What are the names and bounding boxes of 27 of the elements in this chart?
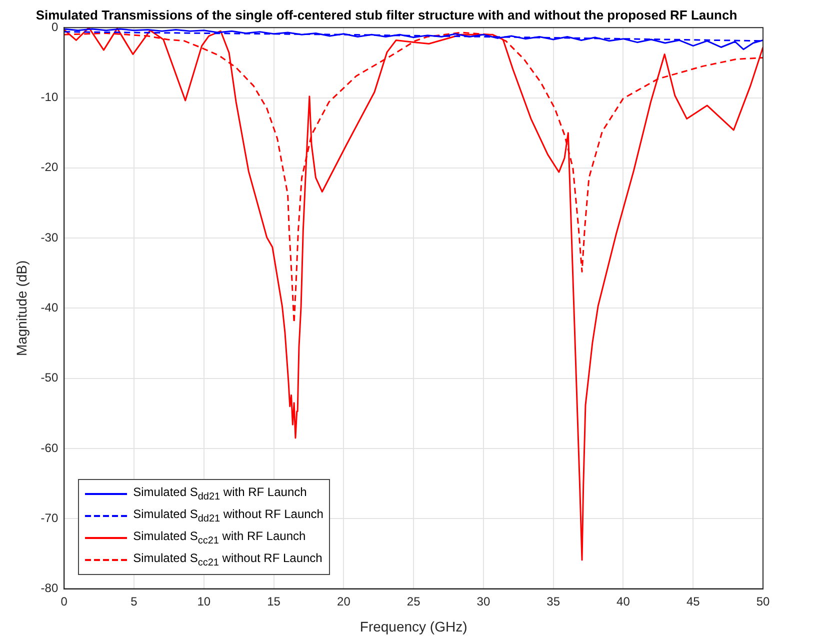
- y-tick-label: -20: [40, 160, 58, 174]
- chart-title: Simulated Transmissions of the single off-centered stub filter structure with and without the proposed RF Launch: [36, 7, 738, 22]
- x-tick-label: 30: [476, 594, 490, 608]
- x-tick-label: 45: [686, 594, 700, 608]
- y-tick-label: 0: [51, 20, 58, 34]
- x-axis-title: Frequency (GHz): [360, 618, 468, 634]
- x-tick-label: 5: [130, 594, 138, 608]
- y-axis-title: Magnitude (dB): [13, 260, 30, 356]
- y-tick-label: -50: [40, 370, 58, 385]
- y-tick-label: -40: [40, 300, 58, 315]
- legend-label: Simulated S$_{dd21}$ without RF Launch: [133, 507, 324, 524]
- y-tick-label: -70: [40, 510, 58, 525]
- legend-label: Simulated S$_{cc21}$ without RF Launch: [133, 551, 322, 568]
- y-tick-label: -80: [40, 581, 58, 596]
- x-tick-label: 40: [616, 594, 630, 608]
- x-tick-label: 10: [197, 594, 211, 608]
- legend-label: Simulated S$_{dd21}$ with RF Launch: [133, 485, 307, 502]
- legend-label: Simulated S$_{cc21}$ with RF Launch: [133, 529, 306, 546]
- y-tick-label: -30: [40, 230, 58, 244]
- y-tick-label: -10: [40, 90, 58, 104]
- x-tick-label: 35: [546, 594, 560, 608]
- x-tick-label: 0: [60, 594, 68, 608]
- y-tick-label: -60: [40, 440, 58, 455]
- x-tick-label: 25: [406, 594, 421, 608]
- x-tick-label: 20: [337, 594, 351, 608]
- x-tick-label: 15: [267, 594, 281, 608]
- x-tick-label: 50: [756, 594, 770, 608]
